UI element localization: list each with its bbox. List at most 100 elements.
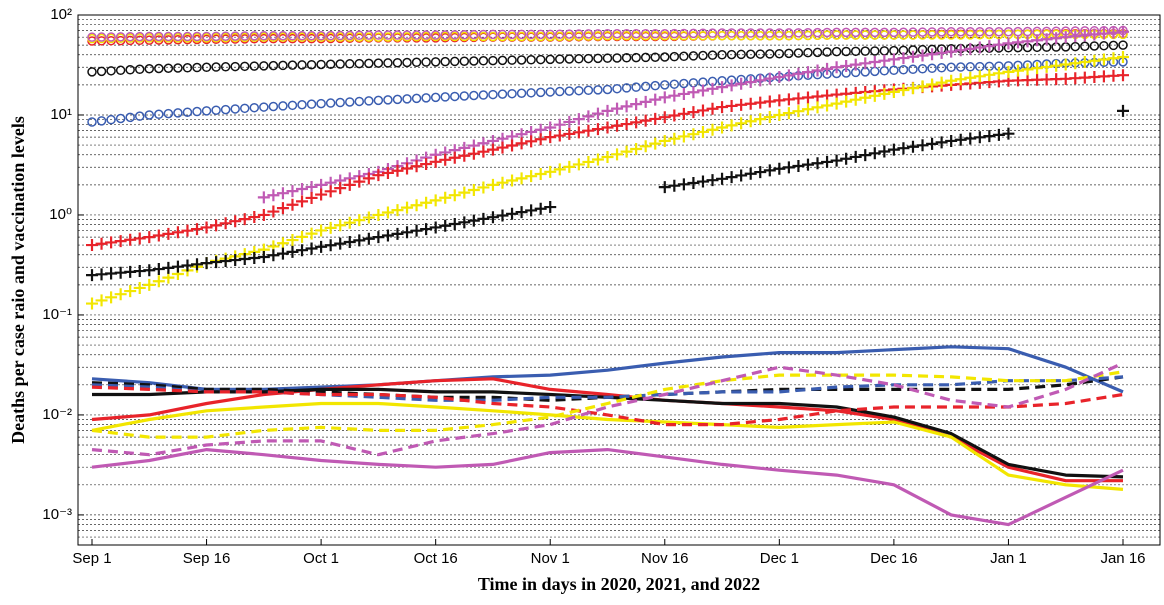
marker-fill [687, 176, 700, 189]
marker-fill [230, 31, 240, 41]
marker-fill [467, 147, 480, 160]
marker-fill [553, 118, 566, 131]
marker-fill [1040, 60, 1053, 73]
marker-fill [868, 89, 881, 102]
marker-fill [353, 234, 366, 247]
marker-fill [593, 85, 603, 95]
marker-fill [106, 66, 116, 76]
marker-fill [574, 54, 584, 64]
marker-fill [507, 88, 517, 99]
marker-fill [745, 31, 756, 41]
marker-fill [324, 221, 337, 234]
marker-fill [478, 90, 489, 100]
marker-fill [812, 47, 823, 58]
marker-fill [469, 90, 479, 101]
marker-fill [706, 102, 719, 115]
marker-fill [992, 67, 1005, 80]
marker-fill [211, 62, 221, 72]
series [86, 69, 1129, 252]
marker-fill [927, 27, 937, 37]
marker [830, 97, 843, 110]
marker-fill [173, 63, 183, 73]
series-line [91, 448, 1124, 527]
marker [717, 28, 727, 38]
marker-fill [286, 185, 299, 198]
marker-fill [182, 31, 193, 42]
marker-fill [631, 28, 641, 39]
marker-fill [152, 229, 165, 242]
marker-fill [801, 66, 814, 79]
marker-fill [745, 28, 756, 38]
marker [658, 111, 671, 124]
marker-fill [134, 64, 145, 75]
marker [430, 57, 441, 67]
marker-fill [420, 223, 433, 236]
marker-fill [392, 30, 403, 40]
marker-fill [954, 44, 967, 57]
marker-fill [611, 148, 624, 161]
marker-fill [973, 131, 986, 144]
marker [889, 30, 899, 40]
marker [1060, 42, 1071, 52]
marker [1002, 65, 1015, 78]
marker-fill [496, 209, 509, 222]
marker-fill [526, 29, 536, 40]
marker-fill [840, 152, 853, 165]
marker-fill [620, 118, 633, 131]
marker-fill [631, 82, 641, 92]
marker-fill [849, 58, 862, 71]
marker [716, 172, 729, 185]
marker-fill [507, 29, 517, 40]
marker-fill [983, 68, 996, 81]
series [87, 40, 1128, 77]
marker-fill [639, 95, 652, 108]
marker-fill [725, 119, 738, 132]
marker-fill [124, 285, 137, 298]
marker-fill [1031, 62, 1044, 75]
marker-fill [1069, 57, 1082, 70]
x-tick-label: Jan 1 [990, 550, 1027, 567]
marker-fill [192, 62, 202, 73]
marker-fill [555, 54, 565, 64]
marker-fill [669, 51, 680, 62]
marker-fill [793, 28, 804, 38]
marker-fill [95, 294, 108, 307]
marker-fill [984, 26, 995, 37]
marker-fill [754, 166, 767, 179]
marker-fill [1070, 41, 1081, 52]
marker-fill [249, 61, 260, 71]
marker-fill [496, 141, 509, 154]
marker-fill [725, 171, 738, 184]
marker [889, 65, 899, 76]
y-axis-label: Deaths per case raio and vaccination lev… [8, 116, 28, 444]
marker-fill [687, 128, 700, 141]
marker-fill [439, 153, 452, 166]
marker-fill [811, 157, 824, 170]
marker-fill [525, 204, 538, 217]
marker-fill [163, 63, 174, 74]
marker-fill [898, 65, 909, 75]
marker-fill [306, 59, 317, 70]
marker-fill [1050, 73, 1063, 86]
series [91, 377, 1123, 483]
marker-fill [639, 114, 652, 127]
marker-fill [477, 212, 490, 225]
marker [544, 131, 557, 144]
marker [716, 101, 729, 114]
marker-fill [792, 105, 805, 118]
marker-fill [898, 27, 909, 38]
y-tick-label: 10¹ [50, 106, 72, 123]
marker-fill [696, 175, 709, 188]
marker-fill [458, 216, 471, 229]
marker-fill [134, 111, 145, 121]
marker-fill [402, 94, 412, 104]
marker-fill [458, 186, 471, 199]
marker [887, 143, 900, 156]
marker-fill [497, 89, 508, 99]
marker-fill [735, 98, 748, 111]
marker [545, 87, 555, 97]
marker-fill [849, 93, 862, 106]
marker-fill [239, 61, 250, 72]
marker-fill [345, 97, 355, 107]
